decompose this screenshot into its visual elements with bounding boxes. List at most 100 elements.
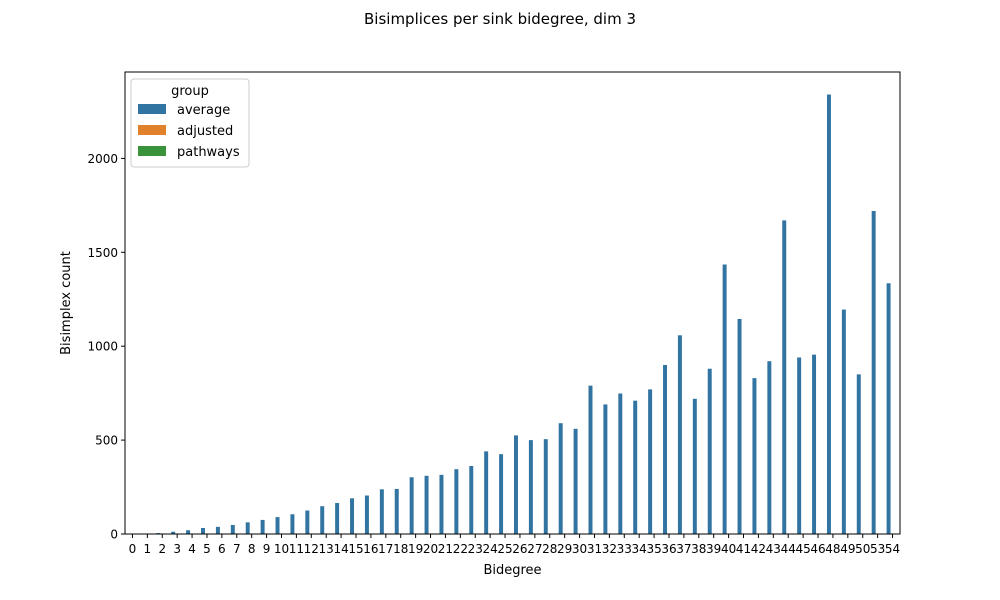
x-tick-label: 21 xyxy=(438,542,453,556)
x-tick-label: 24 xyxy=(483,542,498,556)
bar-average-36 xyxy=(663,364,667,534)
bar-average-21 xyxy=(439,474,444,534)
x-tick-label: 37 xyxy=(676,542,691,556)
x-tick-label: 20 xyxy=(423,542,438,556)
plot-frame xyxy=(124,71,901,535)
x-tick-label: 23 xyxy=(468,542,483,556)
bar-average-24 xyxy=(484,451,489,534)
bar-average-33 xyxy=(618,393,623,534)
x-tick-label: 45 xyxy=(795,542,810,556)
x-tick-label: 14 xyxy=(333,542,348,556)
bar-average-17 xyxy=(379,489,384,534)
y-tick-label: 1500 xyxy=(87,246,118,260)
bar-average-37 xyxy=(677,335,682,534)
x-tick-label: 6 xyxy=(218,542,226,556)
x-tick-label: 32 xyxy=(602,542,617,556)
x-tick-label: 5 xyxy=(203,542,211,556)
x-axis-label: Bidegree xyxy=(483,563,541,578)
x-tick-label: 9 xyxy=(263,542,271,556)
x-tick-label: 16 xyxy=(363,542,378,556)
x-tick-label: 18 xyxy=(393,542,408,556)
x-tick-label: 4 xyxy=(188,542,196,556)
bar-average-18 xyxy=(394,488,399,534)
x-tick-label: 13 xyxy=(319,542,334,556)
x-tick-label: 7 xyxy=(233,542,241,556)
x-tick-label: 12 xyxy=(304,542,319,556)
bar-average-22 xyxy=(454,469,459,534)
x-tick-label: 26 xyxy=(512,542,527,556)
bar-average-5 xyxy=(201,527,205,534)
bar-average-38 xyxy=(692,398,697,534)
x-tick-label: 40 xyxy=(721,542,736,556)
bar-average-34 xyxy=(633,400,638,534)
x-tick-label: 1 xyxy=(144,542,152,556)
x-tick-label: 25 xyxy=(497,542,512,556)
y-axis-label: Bisimplex count xyxy=(59,251,74,355)
bar-average-25 xyxy=(499,454,504,534)
bar-average-40 xyxy=(722,264,727,534)
x-tick-label: 54 xyxy=(885,542,900,556)
bar-average-53 xyxy=(871,210,876,535)
bar-average-15 xyxy=(350,498,355,534)
x-tick-label: 48 xyxy=(825,542,840,556)
bar-average-6 xyxy=(215,526,220,534)
x-tick-label: 22 xyxy=(453,542,468,556)
x-tick-label: 10 xyxy=(274,542,289,556)
x-tick-label: 33 xyxy=(617,542,632,556)
bar-average-19 xyxy=(409,477,414,534)
bar-average-41 xyxy=(737,318,742,534)
legend-label-pathways: pathways xyxy=(177,145,240,160)
bar-average-32 xyxy=(603,404,608,534)
x-tick-label: 29 xyxy=(557,542,572,556)
legend-label-average: average xyxy=(177,103,230,118)
chart-title: Bisimplices per sink bidegree, dim 3 xyxy=(364,10,636,28)
bar-average-4 xyxy=(186,530,191,534)
y-tick-label: 0 xyxy=(110,528,118,542)
bar-average-39 xyxy=(707,368,712,534)
bar-average-49 xyxy=(841,309,846,534)
bar-average-23 xyxy=(469,466,474,534)
y-tick-label: 1000 xyxy=(87,340,118,354)
bar-average-27 xyxy=(528,440,533,534)
bar-average-14 xyxy=(335,503,340,534)
bar-average-13 xyxy=(320,506,325,534)
bar-average-3 xyxy=(171,531,176,534)
bar-average-43 xyxy=(767,361,772,534)
legend: group average adjusted pathways xyxy=(130,78,250,168)
bar-average-11 xyxy=(290,514,295,534)
bar-average-28 xyxy=(543,439,548,534)
x-tick-label: 35 xyxy=(646,542,661,556)
x-tick-label: 34 xyxy=(632,542,647,556)
x-tick-label: 17 xyxy=(378,542,393,556)
x-tick-label: 19 xyxy=(408,542,423,556)
bar-average-31 xyxy=(588,385,593,534)
bar-average-50 xyxy=(856,374,861,534)
x-tick-label: 53 xyxy=(870,542,885,556)
bar-average-30 xyxy=(573,428,578,534)
x-tick-label: 43 xyxy=(766,542,781,556)
y-axis-ticks: 0 500 1000 1500 2000 xyxy=(87,152,125,542)
y-tick-label: 2000 xyxy=(87,152,118,166)
x-tick-label: 11 xyxy=(289,542,304,556)
x-tick-label: 38 xyxy=(691,542,706,556)
x-tick-label: 27 xyxy=(527,542,542,556)
legend-swatch-average xyxy=(138,104,166,114)
bar-average-7 xyxy=(230,524,235,534)
x-tick-label: 49 xyxy=(840,542,855,556)
legend-frame xyxy=(130,78,250,168)
legend-label-adjusted: adjusted xyxy=(177,124,233,139)
x-tick-label: 46 xyxy=(810,542,825,556)
legend-swatch-adjusted xyxy=(138,125,166,135)
x-tick-label: 3 xyxy=(173,542,181,556)
x-tick-label: 36 xyxy=(661,542,676,556)
x-tick-label: 41 xyxy=(736,542,751,556)
bar-average-44 xyxy=(782,220,787,534)
bar-average-20 xyxy=(424,475,429,534)
y-tick-label: 500 xyxy=(95,434,118,448)
x-tick-label: 15 xyxy=(348,542,363,556)
x-tick-label: 39 xyxy=(706,542,721,556)
bar-average-10 xyxy=(275,517,280,534)
bar-average-12 xyxy=(305,510,310,534)
x-tick-label: 42 xyxy=(751,542,766,556)
bar-average-54 xyxy=(886,283,891,534)
